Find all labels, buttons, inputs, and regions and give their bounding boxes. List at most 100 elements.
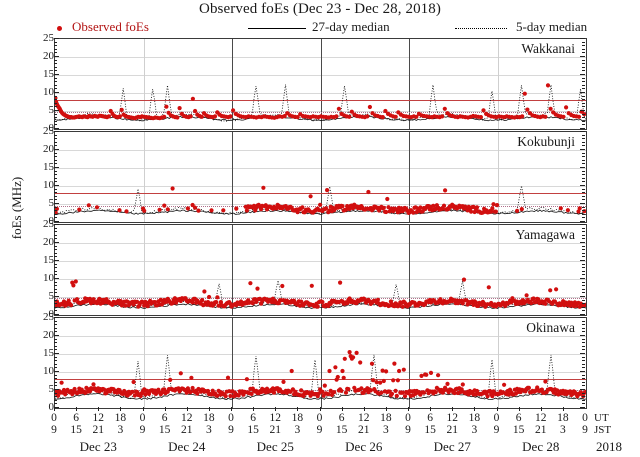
x-tick xyxy=(253,407,255,411)
data-point xyxy=(436,373,441,378)
data-point xyxy=(481,108,486,113)
day-boundary-line xyxy=(320,39,322,129)
y-tick-right xyxy=(580,296,585,297)
y-tick-minor xyxy=(54,195,57,197)
y-tick-minor xyxy=(54,106,57,108)
y-tick-minor xyxy=(582,199,585,201)
y-tick-minor xyxy=(54,156,57,158)
y-tick xyxy=(54,353,59,354)
y-tick-right xyxy=(580,167,585,168)
x-tick xyxy=(231,407,232,411)
data-point xyxy=(91,382,96,387)
data-point xyxy=(168,377,173,382)
x-tick-label-ut: 0 xyxy=(493,412,500,424)
x-tick-label-jst: 9 xyxy=(405,423,411,436)
y-tick xyxy=(54,185,59,186)
y-tick-minor xyxy=(582,320,585,322)
data-point xyxy=(165,207,170,212)
data-point xyxy=(55,95,58,101)
data-point xyxy=(375,297,380,302)
data-point xyxy=(351,355,356,360)
data-point xyxy=(380,368,385,373)
y-tick-minor xyxy=(582,349,585,351)
legend-marker-observed-icon xyxy=(57,26,62,31)
data-point xyxy=(529,300,534,306)
y-tick-label: 15 xyxy=(43,254,54,266)
data-point xyxy=(368,388,373,393)
y-tick xyxy=(54,221,59,222)
data-point xyxy=(215,295,220,300)
y-tick-right xyxy=(580,314,585,315)
y-tick-label: 25 xyxy=(43,311,54,323)
x-tick-label-jst: 3 xyxy=(117,423,124,436)
y-tick-minor xyxy=(54,399,57,401)
data-point xyxy=(320,299,325,305)
y-tick xyxy=(54,389,59,390)
x-tick-label-ut: 18 xyxy=(291,412,304,424)
y-tick-minor xyxy=(582,77,585,79)
y-tick-minor xyxy=(582,249,585,251)
data-point xyxy=(282,113,287,119)
panel-plot xyxy=(55,83,586,122)
y-tick-minor xyxy=(54,299,57,301)
x-tick-label-jst: 3 xyxy=(294,423,301,436)
y-tick-minor xyxy=(54,213,57,215)
data-point xyxy=(124,209,129,214)
x-tick-label-ut: 0 xyxy=(316,412,323,424)
data-point xyxy=(478,115,483,120)
y-tick-minor xyxy=(582,281,585,283)
y-tick-minor xyxy=(582,181,585,183)
data-point xyxy=(259,207,264,212)
day-boundary-line xyxy=(232,318,233,408)
reference-line xyxy=(55,100,586,102)
data-point xyxy=(340,368,345,374)
data-point xyxy=(354,350,359,355)
y-tick-minor xyxy=(582,378,585,380)
y-tick-minor xyxy=(54,199,57,201)
x-tick-label-ut: 6 xyxy=(250,412,256,424)
y-tick-minor xyxy=(582,363,585,365)
data-point xyxy=(433,390,438,395)
y-tick-minor xyxy=(54,327,57,329)
y-tick-label: 15 xyxy=(43,161,54,173)
x-tick-label-ut: 0 xyxy=(405,412,411,424)
x-tick-label-ut: 0 xyxy=(139,412,146,424)
y-tick xyxy=(54,128,59,129)
panel-plot xyxy=(55,350,586,401)
data-point xyxy=(421,390,426,395)
y-tick-minor xyxy=(582,188,585,190)
y-tick-minor xyxy=(582,245,585,247)
x-tick-label-ut: 0 xyxy=(51,412,57,424)
data-point xyxy=(419,373,424,378)
y-tick-right xyxy=(580,224,585,225)
y-tick-minor xyxy=(582,174,585,176)
data-point xyxy=(428,370,434,375)
x-tick xyxy=(496,407,498,411)
day-boundary-line xyxy=(409,39,410,129)
x-tick xyxy=(474,407,476,411)
y-tick-right xyxy=(580,149,585,150)
data-point xyxy=(199,114,204,119)
y-tick-minor xyxy=(582,238,585,240)
data-point xyxy=(543,301,548,306)
data-point xyxy=(223,394,228,399)
y-tick-minor xyxy=(582,267,585,269)
y-tick-label: 20 xyxy=(43,50,54,62)
y-tick-minor xyxy=(582,106,585,108)
y-tick-minor xyxy=(54,374,57,376)
data-point xyxy=(86,203,91,208)
x-tick-label-jst: 9 xyxy=(493,423,500,436)
x-tick-label-ut: 12 xyxy=(269,412,282,424)
y-tick-right xyxy=(580,389,585,390)
y-tick-minor xyxy=(54,45,57,47)
data-point xyxy=(323,206,329,211)
y-tick-minor xyxy=(54,403,57,405)
data-point xyxy=(327,368,332,374)
data-point xyxy=(397,368,402,374)
x-tick-label-group: 18 3 xyxy=(203,412,215,436)
y-tick-minor xyxy=(54,163,57,165)
y-tick-minor xyxy=(54,48,57,50)
y-tick-minor xyxy=(582,342,585,344)
